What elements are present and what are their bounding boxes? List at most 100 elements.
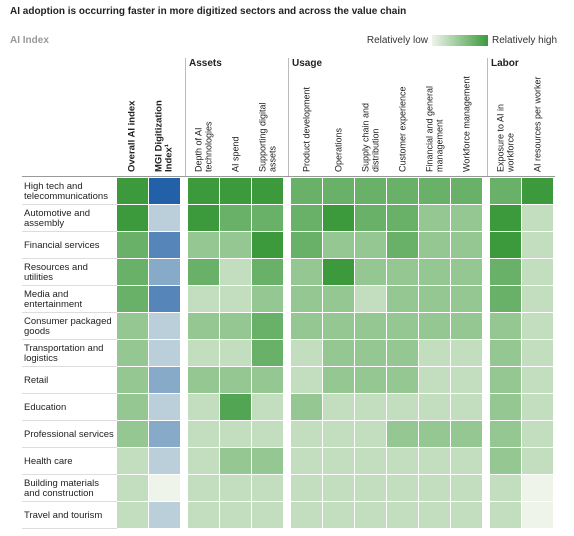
heat-cell [490, 421, 521, 447]
row-label: Financial services [24, 239, 100, 251]
heat-cell [522, 313, 553, 339]
heat-cell [419, 367, 450, 393]
heat-cell [387, 367, 418, 393]
heat-cell [355, 340, 386, 366]
column-label: Workforce management [461, 76, 472, 172]
heat-cell [188, 475, 219, 501]
heat-cell [117, 502, 148, 528]
heat-cell [188, 313, 219, 339]
column-label: Depth of AI technologies [193, 121, 214, 172]
heat-cell [323, 286, 354, 312]
heat-cell [419, 313, 450, 339]
heat-cell [451, 340, 482, 366]
heat-cell [252, 178, 283, 204]
group-label: Usage [288, 58, 483, 176]
heat-cell [149, 340, 180, 366]
heat-cell [220, 367, 251, 393]
heat-cell [291, 313, 322, 339]
heat-cell [323, 259, 354, 285]
heat-cell [323, 232, 354, 258]
row-rule [22, 393, 117, 394]
heat-cell [387, 421, 418, 447]
heat-cell [355, 367, 386, 393]
column-label: Supporting digital assets [257, 102, 278, 172]
heat-cell [117, 178, 148, 204]
group-label: Assets [185, 58, 284, 176]
heat-cell [252, 313, 283, 339]
heat-cell [490, 367, 521, 393]
column-label: AI resources per worker [532, 76, 543, 172]
heat-cell [117, 232, 148, 258]
heat-cell [419, 421, 450, 447]
column-label: Overall AI index [126, 100, 138, 172]
heat-cell [419, 205, 450, 231]
heat-cell [387, 205, 418, 231]
heat-cell [291, 205, 322, 231]
row-rule [22, 204, 117, 205]
heat-cell [220, 475, 251, 501]
heat-cell [323, 502, 354, 528]
heat-cell [451, 205, 482, 231]
heat-cell [220, 394, 251, 420]
heat-cell [355, 286, 386, 312]
heat-cell [522, 259, 553, 285]
row-label: Health care [24, 455, 73, 467]
heat-cell [220, 340, 251, 366]
heat-cell [149, 421, 180, 447]
heat-cell [387, 286, 418, 312]
heat-cell [149, 286, 180, 312]
row-rule [22, 231, 117, 232]
heat-cell [323, 367, 354, 393]
heat-cell [252, 421, 283, 447]
heat-cell [451, 394, 482, 420]
row-rule [22, 528, 117, 529]
heat-cell [490, 340, 521, 366]
heat-cell [220, 421, 251, 447]
heat-cell [419, 475, 450, 501]
heat-cell [291, 286, 322, 312]
heat-cell [451, 421, 482, 447]
heat-cell [355, 313, 386, 339]
row-label: Professional services [24, 428, 114, 440]
heat-cell [419, 448, 450, 474]
heat-cell [149, 502, 180, 528]
heat-cell [220, 232, 251, 258]
heat-cell [387, 178, 418, 204]
heat-cell [490, 178, 521, 204]
heat-cell [188, 205, 219, 231]
heat-cell [291, 448, 322, 474]
row-label: Transportation and logistics [24, 342, 104, 364]
heat-cell [451, 502, 482, 528]
heat-cell [291, 340, 322, 366]
heat-cell [355, 394, 386, 420]
heat-cell [490, 394, 521, 420]
heat-cell [117, 313, 148, 339]
heat-cell [522, 340, 553, 366]
heat-cell [419, 259, 450, 285]
row-label: Travel and tourism [24, 509, 103, 521]
heat-cell [188, 502, 219, 528]
heat-cell [149, 313, 180, 339]
row-label: Automotive and assembly [24, 207, 91, 229]
heat-cell [252, 448, 283, 474]
heat-cell [419, 394, 450, 420]
row-rule [22, 366, 117, 367]
heat-cell [451, 259, 482, 285]
heat-cell [522, 178, 553, 204]
heat-cell [387, 232, 418, 258]
heat-cell [252, 259, 283, 285]
column-label: Exposure to AI in workforce [495, 103, 516, 172]
row-label: Building materials and construction [24, 477, 99, 499]
heat-cell [522, 232, 553, 258]
row-rule [22, 501, 117, 502]
row-label: Retail [24, 374, 49, 386]
heat-cell [522, 448, 553, 474]
heat-cell [252, 475, 283, 501]
heat-cell [490, 475, 521, 501]
heat-cell [220, 448, 251, 474]
heat-cell [188, 286, 219, 312]
header-rule [22, 176, 555, 177]
heat-cell [355, 502, 386, 528]
heat-cell [252, 340, 283, 366]
